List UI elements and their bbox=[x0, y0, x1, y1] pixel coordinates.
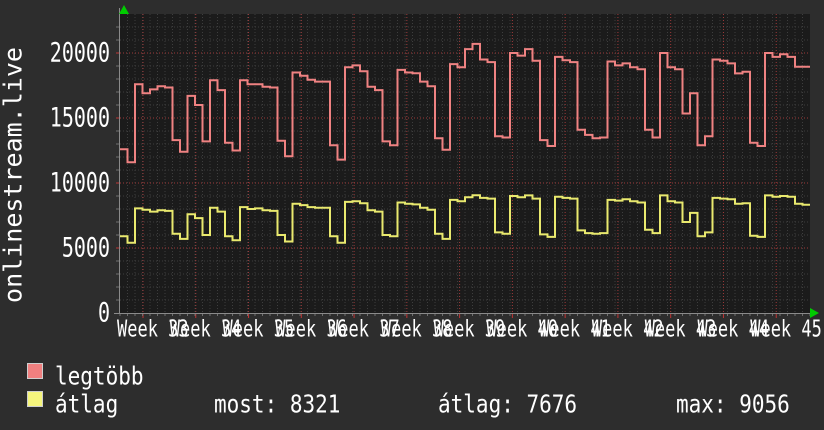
x-week-label: Week 33 bbox=[117, 316, 189, 344]
y-tick-label: 10000 bbox=[49, 165, 110, 199]
x-week-label: Week 41 bbox=[539, 316, 611, 344]
series-line-legtobb bbox=[120, 42, 810, 164]
x-week-label: Week 43 bbox=[644, 316, 717, 344]
x-week-label: Week 38 bbox=[380, 316, 453, 344]
y-tick-label: 5000 bbox=[61, 230, 110, 264]
x-week-label: Week 45 bbox=[750, 316, 822, 344]
series-line-atlag bbox=[120, 194, 810, 244]
x-week-label: Week 39 bbox=[433, 316, 506, 344]
legend-label-legtobb: legtöbb bbox=[55, 361, 144, 391]
right-arrow-icon bbox=[810, 308, 819, 318]
stat-max: max: 9056 bbox=[676, 389, 790, 419]
legend-swatch-legtobb bbox=[27, 363, 43, 379]
stat-most: most: 8321 bbox=[214, 389, 341, 419]
x-week-label: Week 36 bbox=[275, 316, 347, 344]
x-week-label: Week 42 bbox=[591, 316, 664, 344]
x-week-label: Week 34 bbox=[169, 316, 242, 344]
x-week-label: Week 40 bbox=[486, 316, 559, 344]
x-week-label: Week 44 bbox=[697, 316, 770, 344]
y-tick-label: 0 bbox=[97, 295, 110, 329]
up-arrow-icon bbox=[119, 5, 129, 14]
y-tick-label: 20000 bbox=[49, 35, 110, 69]
legend-label-atlag: átlag bbox=[55, 389, 119, 419]
legend-swatch-atlag bbox=[27, 391, 43, 407]
x-week-label: Week 35 bbox=[222, 316, 295, 344]
x-week-label: Week 37 bbox=[328, 316, 400, 344]
y-tick-label: 15000 bbox=[49, 100, 110, 134]
stat-atlag: átlag: 7676 bbox=[438, 389, 578, 419]
